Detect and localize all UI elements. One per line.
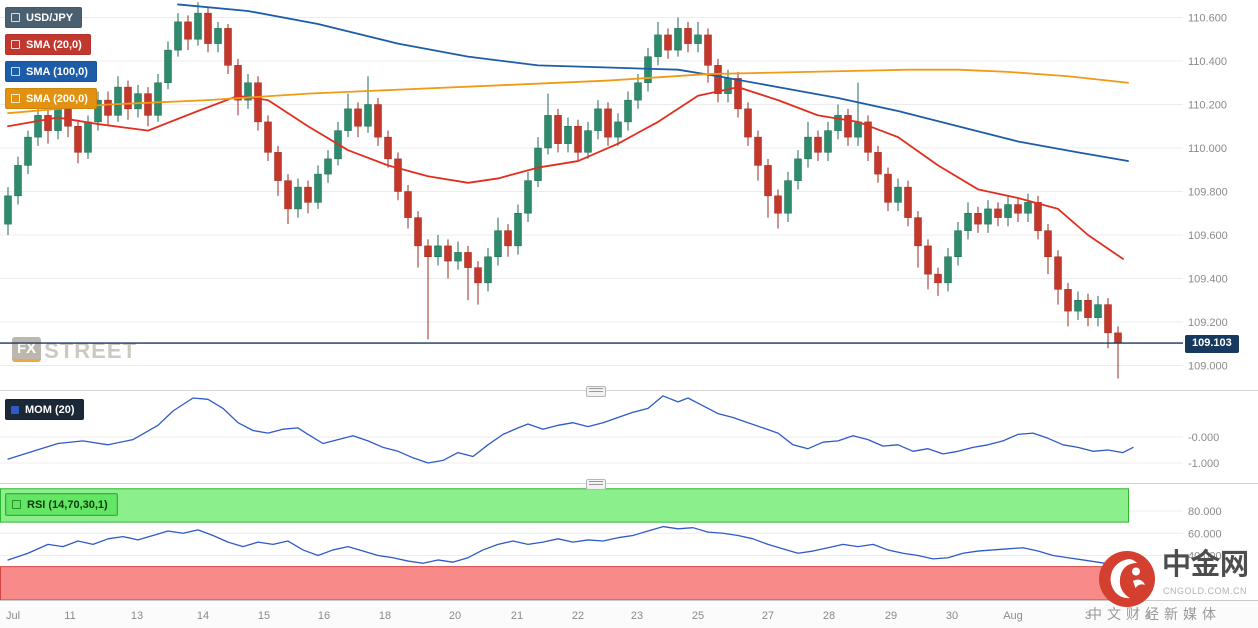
svg-text:Jul: Jul [6,610,20,622]
svg-text:110.600: 110.600 [1188,13,1227,25]
svg-text:23: 23 [631,610,643,622]
svg-text:110.400: 110.400 [1188,56,1227,68]
svg-text:80.000: 80.000 [1188,506,1222,518]
legend-rsi[interactable]: RSI (14,70,30,1) [5,493,118,516]
last-price-badge: 109.103 [1185,335,1239,353]
svg-text:-0.000: -0.000 [1188,432,1219,444]
legend-label: SMA (20,0) [26,38,82,51]
sma20-swatch-icon [11,40,20,49]
fxstreet-street-logo: STREET [44,338,137,363]
overlay-line-sma-200-0- [7,68,1129,115]
svg-text:110.000: 110.000 [1188,143,1227,155]
svg-text:60.000: 60.000 [1188,528,1222,540]
svg-text:28: 28 [823,610,835,622]
pane-resize-handle-mom[interactable] [586,386,606,397]
svg-text:14: 14 [197,610,209,622]
grip-icon [589,388,603,393]
cngold-domain: CNGOLD.COM.CN [1163,586,1248,596]
mom-line [7,395,1134,464]
svg-text:109.800: 109.800 [1188,187,1228,199]
legend-label: USD/JPY [26,11,74,24]
legend-label: SMA (200,0) [26,92,88,105]
fxstreet-fx-logo: FX [12,337,42,362]
overlay-line-sma-20-0- [7,86,1124,260]
mom-swatch-icon [11,405,19,414]
svg-text:109.400: 109.400 [1188,274,1228,286]
svg-text:110.200: 110.200 [1188,100,1227,112]
svg-text:Aug: Aug [1003,610,1023,622]
rsi-bands [0,488,1129,601]
svg-text:109.200: 109.200 [1188,317,1228,329]
x-axis: Jul 11 13 14 15 16 18 20 21 22 23 25 27 28 29 30 Aug 3 4 [0,600,1258,628]
mom-grid: -0.000 -1.000 [0,432,1219,470]
legend-sma100[interactable]: SMA (100,0) [5,61,97,82]
svg-text:40.000: 40.000 [1188,551,1222,563]
indicator-legend-stack: USD/JPY SMA (20,0) SMA (100,0) SMA (200,… [5,7,97,109]
svg-text:109.600: 109.600 [1188,230,1228,242]
svg-text:3: 3 [1085,610,1091,622]
overlay-line-sma-100-0- [177,3,1129,162]
legend-mom[interactable]: MOM (20) [5,399,84,420]
instrument-icon [11,13,20,22]
legend-label: RSI (14,70,30,1) [27,498,108,511]
sma200-swatch-icon [11,94,20,103]
fxstreet-watermark: FX STREET [12,337,137,362]
legend-label: SMA (100,0) [26,65,88,78]
svg-text:30: 30 [946,610,958,622]
svg-text:25: 25 [692,610,704,622]
svg-text:29: 29 [885,610,897,622]
candles [4,2,1122,379]
svg-text:13: 13 [131,610,143,622]
svg-text:21: 21 [511,610,523,622]
legend-usdjpy[interactable]: USD/JPY [5,7,83,28]
svg-text:109.000: 109.000 [1188,361,1228,373]
svg-text:22: 22 [572,610,584,622]
svg-text:18: 18 [379,610,391,622]
svg-text:4: 4 [1145,610,1151,622]
cngold-tagline: 中文财经新媒体 [1088,606,1221,622]
rsi-line [7,525,1129,569]
cngold-logo-icon [1099,551,1155,607]
grip-icon [589,481,603,486]
pane-dividers [0,390,1258,484]
svg-text:27: 27 [762,610,774,622]
rsi-swatch-icon [12,500,21,509]
cngold-name: 中金网 [1162,549,1250,581]
svg-text:-1.000: -1.000 [1188,458,1219,470]
svg-text:11: 11 [64,610,75,622]
sma100-swatch-icon [11,67,20,76]
legend-sma20[interactable]: SMA (20,0) [5,34,91,55]
pane-resize-handle-rsi[interactable] [586,479,606,490]
cngold-watermark: 中金网 CNGOLD.COM.CN 中文财经新媒体 [1088,548,1258,626]
legend-label: MOM (20) [25,403,75,416]
main-grid: 110.600 110.400 110.200 110.000 109.800 109.6… [0,13,1228,373]
svg-text:15: 15 [258,610,270,622]
svg-text:20: 20 [449,610,461,622]
legend-sma200[interactable]: SMA (200,0) [5,88,97,109]
svg-text:16: 16 [318,610,330,622]
